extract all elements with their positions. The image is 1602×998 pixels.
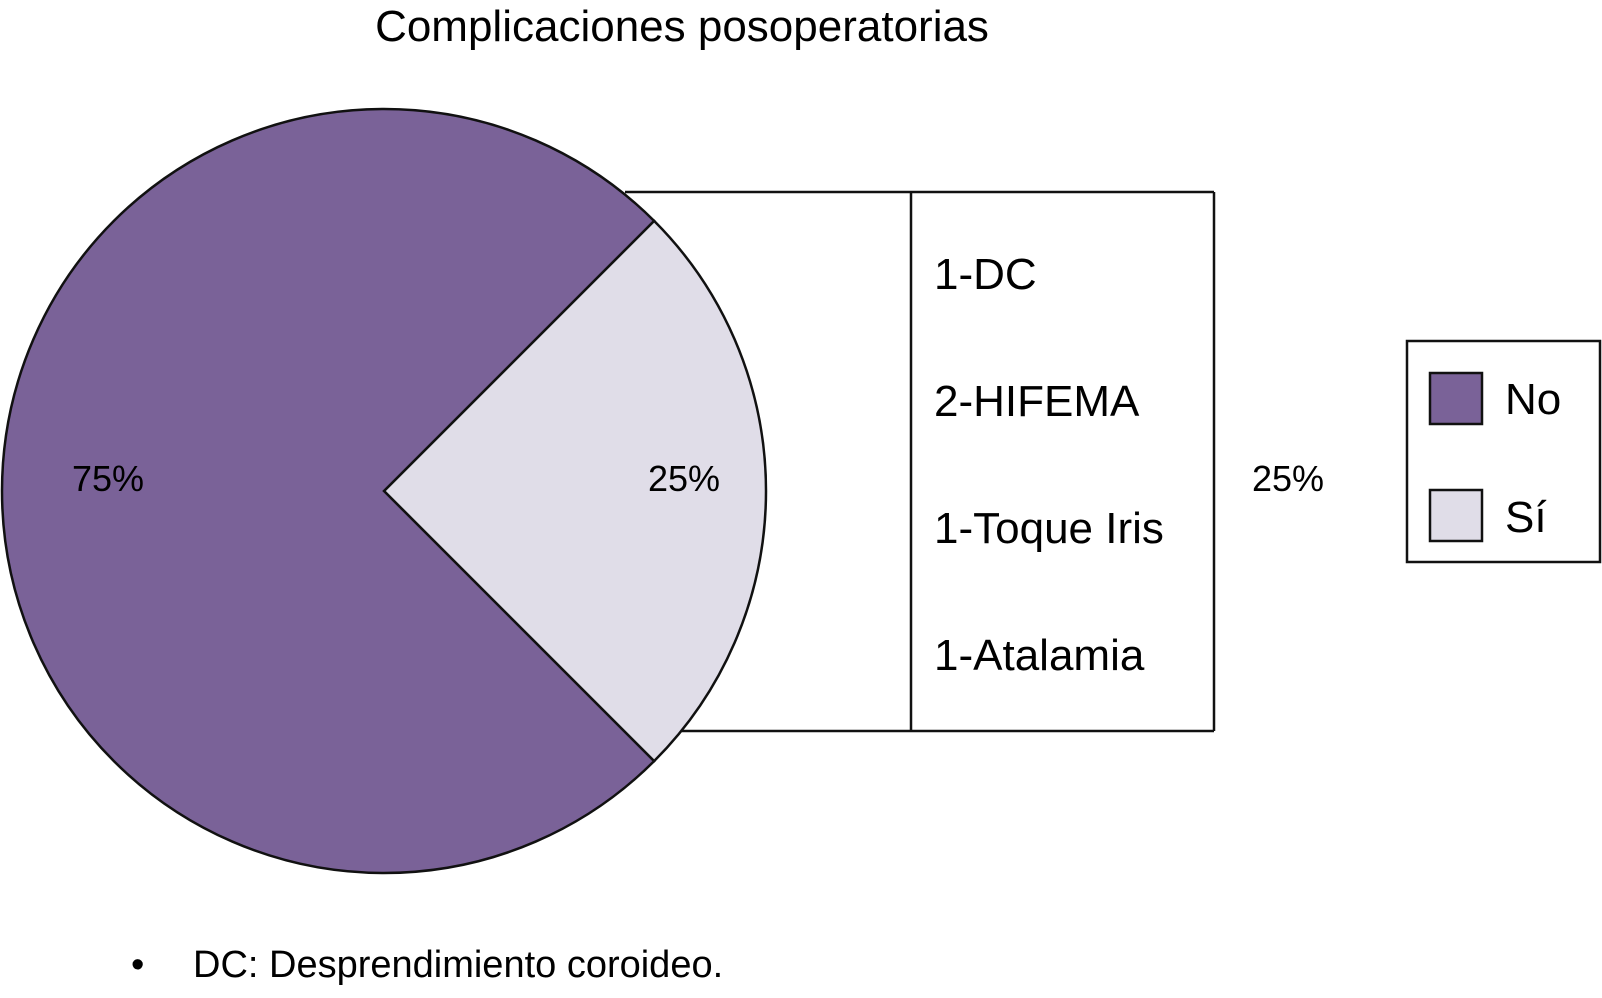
pie-slices (0, 107, 768, 875)
legend-swatch-si (1428, 488, 1484, 543)
note-text: DC: Desprendimiento coroideo. (193, 944, 723, 986)
breakdown-item: 2-HIFEMA (934, 377, 1140, 426)
slice-label-no: 75% (72, 458, 144, 499)
pie-slice-si (382, 219, 768, 763)
chart-title: Complicaciones posoperatorias (375, 2, 989, 51)
legend: No Sí (1405, 339, 1602, 564)
breakdown-item: 1-Atalamia (934, 631, 1145, 680)
breakdown-item: 1-DC (934, 250, 1037, 299)
pie-slice-no (0, 107, 656, 875)
legend-swatch-no (1428, 371, 1484, 426)
slice-label-si: 25% (648, 458, 720, 499)
breakdown-item: 1-Toque Iris (934, 504, 1164, 553)
note-bullet: • (131, 944, 144, 986)
breakdown-box: 1-DC 2-HIFEMA 1-Toque Iris 1-Atalamia (625, 190, 1216, 733)
legend-label-no: No (1505, 375, 1561, 424)
legend-label-si: Sí (1505, 493, 1547, 542)
breakdown-value-label: 25% (1252, 458, 1324, 499)
